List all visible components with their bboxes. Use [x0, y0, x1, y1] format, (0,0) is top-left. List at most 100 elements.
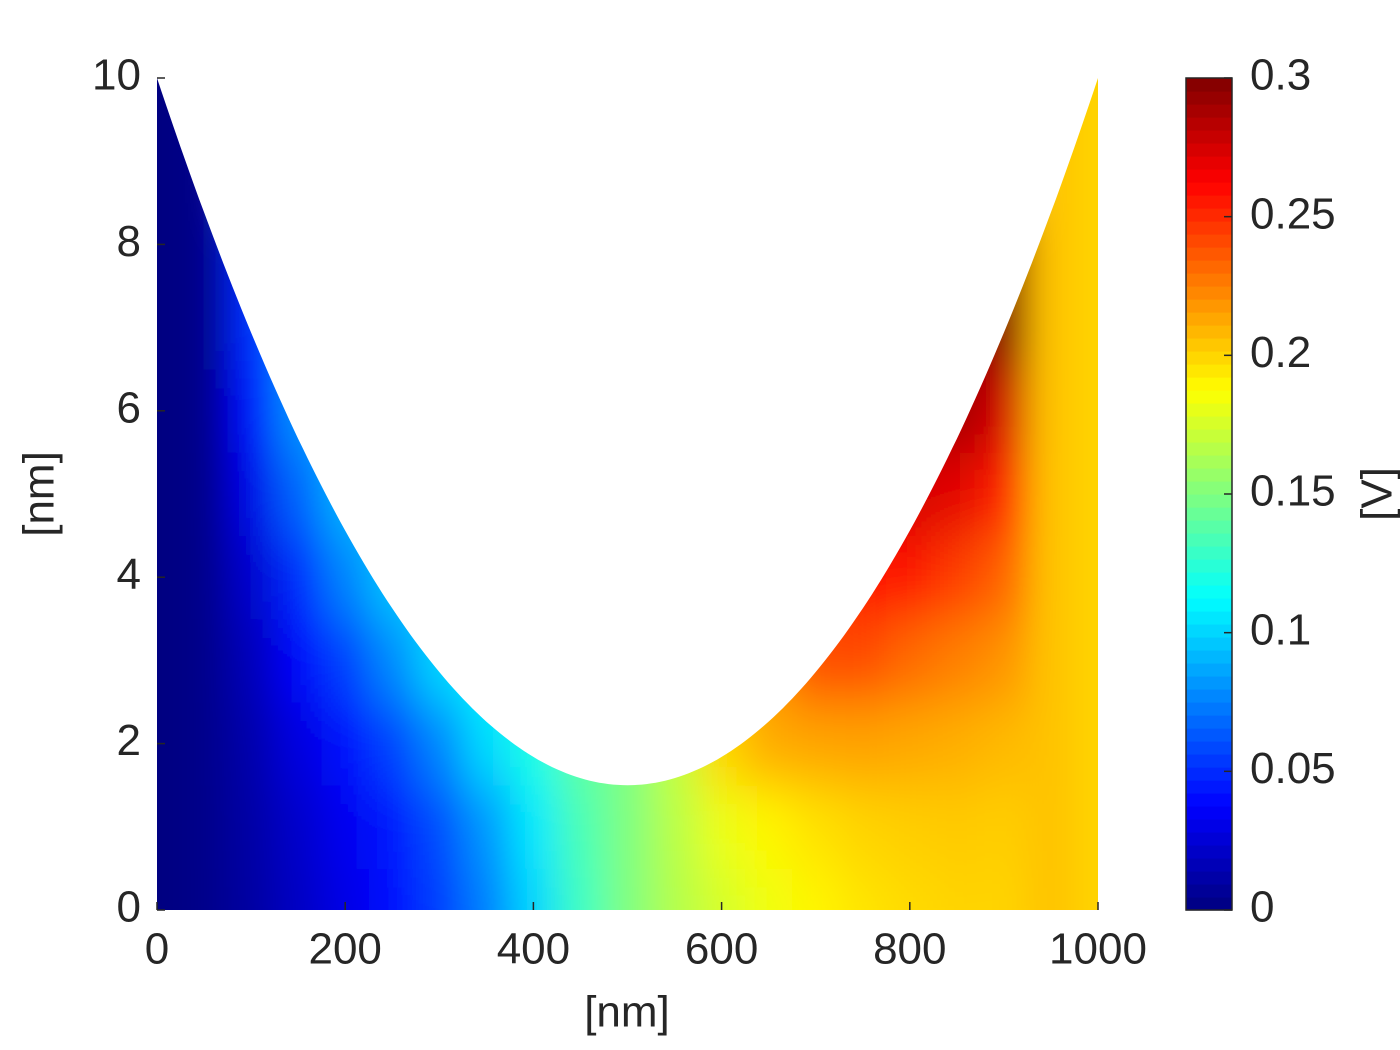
field-cell [227, 785, 276, 869]
field-cell [180, 452, 229, 537]
field [157, 78, 1098, 910]
field-cell [886, 702, 934, 786]
colorbar-swatch [1186, 416, 1232, 430]
colorbar-swatch [1186, 78, 1232, 92]
colorbar-swatch [1186, 793, 1232, 807]
field-cell [933, 369, 981, 453]
field-cell [556, 702, 605, 786]
colorbar-label: [V] [1353, 467, 1400, 521]
colorbar-swatch [1186, 286, 1232, 300]
colorbar-tick-label: 0 [1250, 883, 1274, 932]
field-cell [157, 286, 182, 370]
colorbar-swatch [1186, 546, 1232, 560]
field-cell [1027, 535, 1075, 620]
colorbar-swatch [1186, 429, 1232, 443]
colorbar-swatch [1186, 572, 1232, 586]
field-cell [1074, 618, 1098, 703]
field-cell [886, 535, 934, 620]
field-cell [1074, 535, 1098, 620]
field-cell [792, 785, 840, 869]
field-cell [180, 702, 229, 786]
field-cell [180, 785, 229, 869]
field-cell [180, 119, 229, 204]
field-cell [792, 618, 840, 703]
field-cell [1027, 286, 1075, 370]
field-cell [886, 618, 934, 703]
colorbar-swatch [1186, 780, 1232, 794]
field-cell [980, 286, 1028, 370]
field-cell [415, 618, 464, 703]
colorbar-swatch [1186, 741, 1232, 755]
field-cell [274, 452, 323, 537]
field-cell [157, 618, 182, 703]
field-cell [980, 868, 1028, 910]
x-axis-label: [nm] [584, 988, 670, 1037]
field-cell [415, 535, 464, 620]
field-cell [274, 785, 323, 869]
field-cell [1074, 369, 1098, 453]
field-cell [227, 452, 276, 537]
field-cell [321, 785, 370, 869]
field-cell [227, 286, 276, 370]
colorbar-swatch [1186, 442, 1232, 456]
x-tick-label: 800 [873, 925, 946, 974]
colorbar: 0 0.05 0.1 0.15 0.2 0.25 0.3 [1185, 51, 1336, 932]
field-cell [603, 868, 652, 910]
field-cell [509, 618, 558, 703]
field-cell [933, 702, 981, 786]
field-cell [157, 868, 182, 910]
field-cell [651, 868, 699, 910]
field-cell [556, 868, 605, 910]
colorbar-swatch [1186, 247, 1232, 261]
field-cell [839, 618, 887, 703]
colorbar-swatch [1186, 325, 1232, 339]
field-cell [1027, 369, 1075, 453]
y-tick-label: 6 [117, 383, 141, 432]
x-tick-label: 600 [685, 925, 758, 974]
field-cell [603, 702, 652, 786]
field-cell [274, 369, 323, 453]
field-cell [886, 369, 934, 453]
colorbar-swatch [1186, 624, 1232, 638]
field-cell [698, 618, 746, 703]
colorbar-swatch [1186, 182, 1232, 196]
colorbar-swatch [1186, 468, 1232, 482]
colorbar-swatch [1186, 455, 1232, 469]
field-cell [509, 702, 558, 786]
field-cells [157, 78, 1098, 910]
field-cell [745, 618, 793, 703]
field-cell [839, 702, 887, 786]
field-cell [274, 702, 323, 786]
x-tick-label: 0 [145, 925, 169, 974]
field-cell [368, 868, 417, 910]
field-cell [180, 286, 229, 370]
field-cell [1074, 78, 1098, 121]
field-cell [180, 202, 229, 287]
colorbar-swatch [1186, 689, 1232, 703]
field-cell [274, 618, 323, 703]
colorbar-swatch [1186, 754, 1232, 768]
y-axis-label: [nm] [15, 451, 64, 537]
field-cell [368, 785, 417, 869]
field-cell [745, 785, 793, 869]
field-cell [368, 702, 417, 786]
field-cell [886, 785, 934, 869]
field-cell [227, 702, 276, 786]
field-cell [157, 119, 182, 204]
field-cell [1074, 868, 1098, 910]
field-cell [980, 202, 1028, 287]
field-cell [651, 702, 699, 786]
colorbar-tick-label: 0.1 [1250, 605, 1311, 654]
field-cell [368, 535, 417, 620]
colorbar-swatch [1186, 130, 1232, 144]
colorbar-swatch [1186, 767, 1232, 781]
field-cell [180, 369, 229, 453]
colorbar-swatch [1186, 273, 1232, 287]
colorbar-swatch [1186, 143, 1232, 157]
colorbar-swatch [1186, 650, 1232, 664]
field-cell [1027, 868, 1075, 910]
colorbar-tick-label: 0.15 [1250, 467, 1336, 516]
field-cell [698, 785, 746, 869]
colorbar-tick-label: 0.25 [1250, 189, 1336, 238]
field-cell [839, 785, 887, 869]
